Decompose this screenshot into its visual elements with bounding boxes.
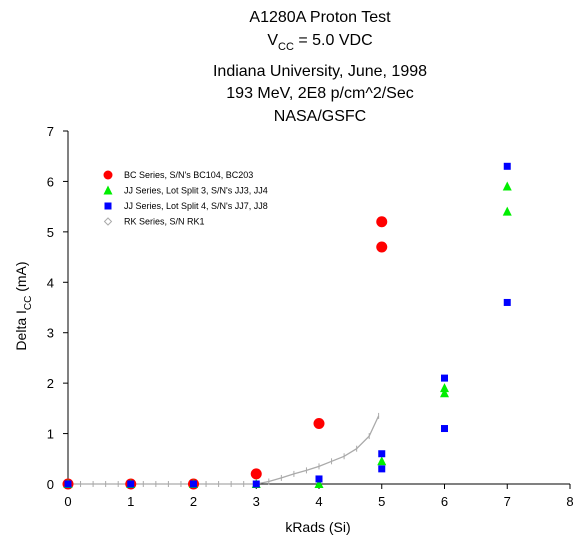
series-2-point	[127, 480, 135, 488]
series-0-point	[313, 417, 325, 429]
series-2-point	[190, 480, 197, 488]
series-rk-line	[68, 415, 380, 485]
legend-label-0: BC Series, S/N's BC104, BC203	[124, 170, 253, 180]
y-axis-title-sub: CC	[23, 296, 34, 310]
vcc-sub: CC	[278, 41, 294, 53]
series-rk-group	[67, 412, 380, 487]
series-1-group	[63, 181, 512, 488]
series-1-point	[502, 206, 512, 216]
y-tick-label: 1	[47, 427, 54, 442]
vcc-rest: = 5.0 VDC	[294, 32, 373, 49]
y-tick-label: 0	[47, 477, 54, 492]
x-tick-label: 0	[64, 494, 71, 509]
chart-title-vcc: VCC = 5.0 VDC	[267, 32, 372, 53]
chart-axes	[67, 131, 570, 485]
series-2-point	[378, 465, 386, 473]
series-0-point	[376, 216, 388, 228]
x-tick-label: 3	[253, 494, 260, 509]
legend-symbol-0	[103, 170, 113, 180]
chart-ticks: 0 1 2 3 4 5 6 7 8 0 1 2 3 4 5 6 7	[47, 124, 574, 509]
vcc-main: V	[267, 32, 278, 49]
x-tick-label: 4	[315, 494, 322, 509]
x-tick-label: 1	[127, 494, 134, 509]
legend-symbol-3	[103, 217, 113, 226]
y-axis-title-rest: (mA)	[13, 261, 29, 295]
x-tick-label: 5	[378, 494, 385, 509]
series-2-point	[252, 480, 260, 488]
series-2-group	[64, 162, 511, 488]
series-1-point	[502, 181, 512, 191]
series-2-point	[503, 298, 511, 306]
chart-series	[62, 162, 512, 490]
chart-legend: BC Series, S/N's BC104, BC203 JJ Series, …	[103, 170, 268, 227]
y-tick-label: 4	[47, 275, 54, 290]
x-axis-title: kRads (Si)	[285, 519, 350, 535]
series-2-point	[441, 425, 448, 433]
series-2-point	[378, 450, 386, 458]
series-2-point	[64, 480, 72, 488]
legend-label-3: RK Series, S/N RK1	[124, 217, 205, 227]
series-1-point	[440, 383, 449, 393]
series-2-point	[441, 374, 448, 382]
series-2-point	[503, 162, 511, 170]
series-1-point	[440, 388, 449, 398]
series-0-point	[376, 241, 388, 253]
x-tick-label: 6	[441, 494, 448, 509]
series-0-point	[250, 468, 262, 480]
y-axis-title: Delta ICC (mA)	[13, 261, 34, 350]
x-tick-label: 2	[190, 494, 197, 509]
y-tick-label: 5	[47, 225, 54, 240]
y-axis-title-main: Delta I	[13, 310, 29, 350]
chart-title-line-1: A1280A Proton Test	[249, 9, 391, 26]
y-tick-label: 7	[47, 124, 54, 139]
chart-title-line-3: 193 MeV, 2E8 p/cm^2/Sec	[226, 85, 413, 102]
x-tick-label: 7	[504, 494, 511, 509]
legend-symbol-2	[104, 202, 112, 210]
legend-label-1: JJ Series, Lot Split 3, S/N's JJ3, JJ4	[124, 186, 268, 196]
y-tick-label: 2	[47, 376, 54, 391]
legend-label-2: JJ Series, Lot Split 4, S/N's JJ7, JJ8	[124, 201, 268, 211]
series-2-point	[315, 475, 323, 483]
legend-symbol-1	[103, 185, 113, 195]
series-0-group	[62, 216, 388, 490]
x-tick-label: 8	[566, 494, 573, 509]
series-1-point	[377, 456, 387, 466]
chart-title-line-2: Indiana University, June, 1998	[213, 63, 427, 80]
y-tick-label: 3	[47, 326, 54, 341]
series-1-point	[314, 479, 324, 488]
chart-title-line-4: NASA/GSFC	[274, 108, 366, 125]
y-tick-label: 6	[47, 174, 54, 189]
